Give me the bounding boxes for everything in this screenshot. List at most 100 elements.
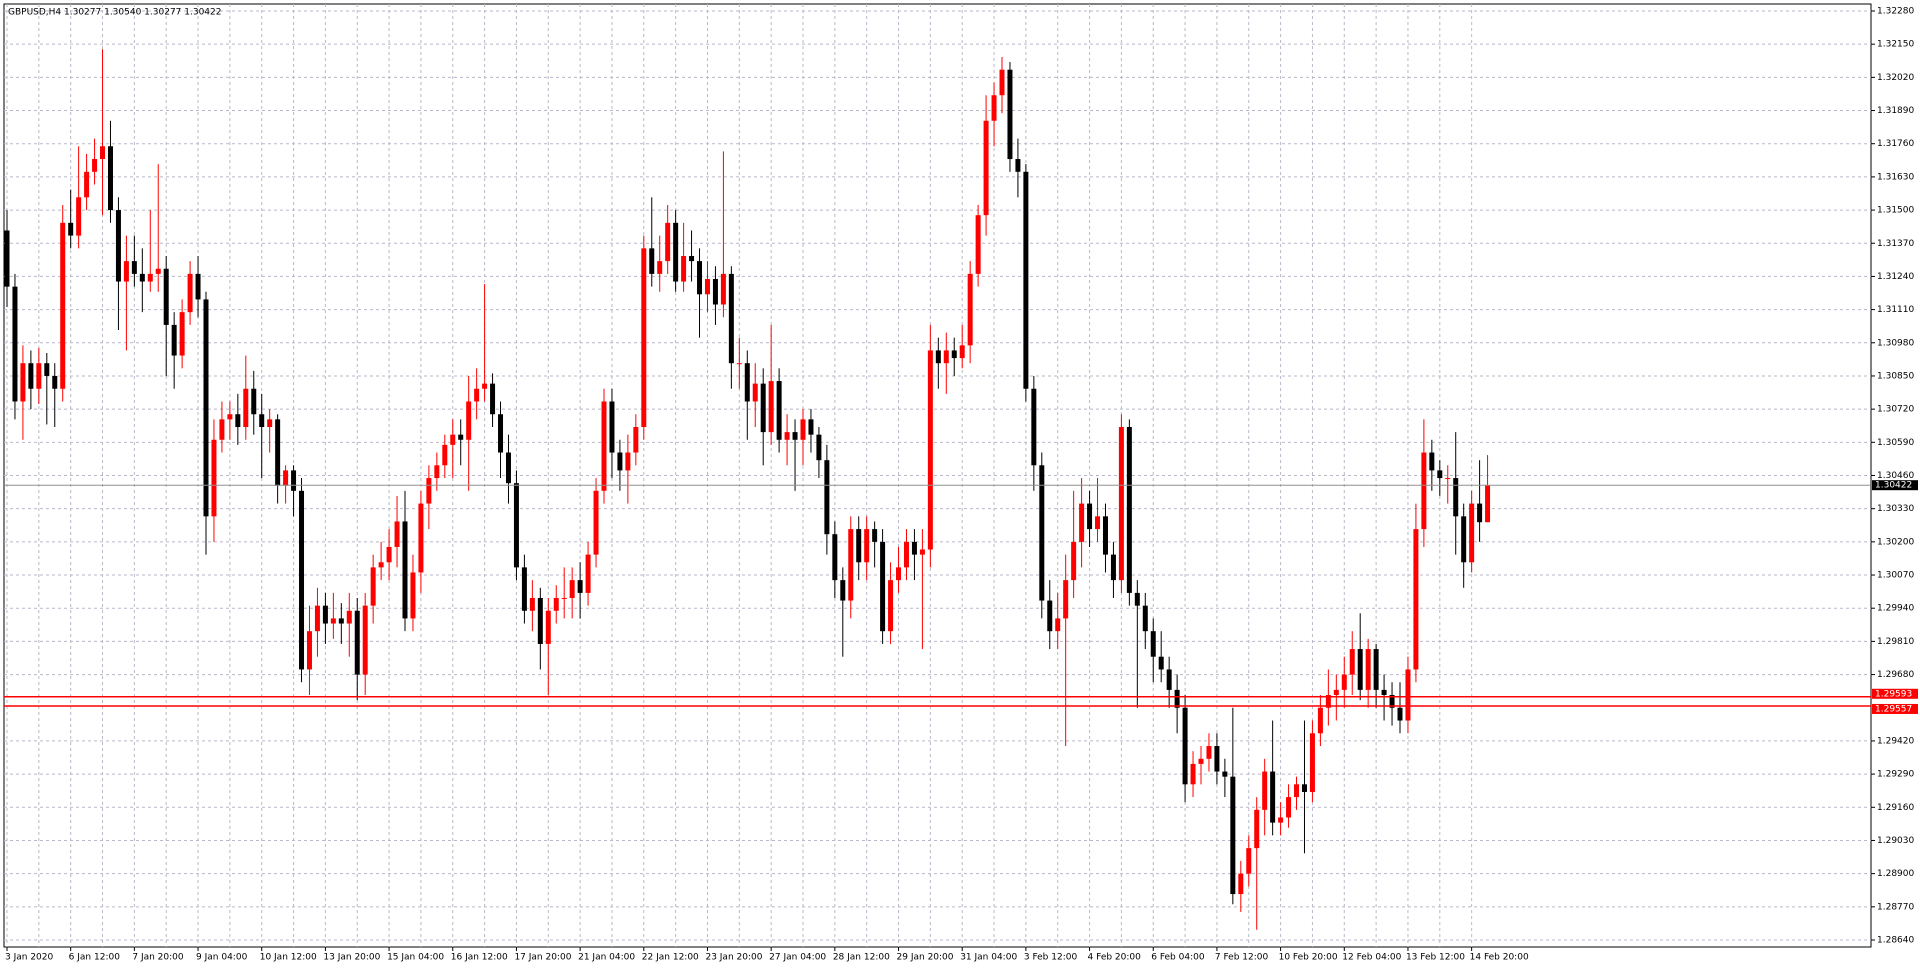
candle-body xyxy=(513,483,519,568)
candle-body xyxy=(171,324,177,356)
y-tick-label: 1.31500 xyxy=(1877,206,1914,216)
candle-body xyxy=(4,230,10,287)
candle-body xyxy=(203,299,209,517)
candle-body xyxy=(943,350,949,364)
x-tick-label: 21 Jan 04:00 xyxy=(578,953,635,963)
candle-body xyxy=(967,273,973,346)
candle-body xyxy=(856,529,862,563)
y-tick-label: 1.31760 xyxy=(1877,139,1914,149)
candle-body xyxy=(1381,689,1387,695)
y-tick-label: 1.29940 xyxy=(1877,604,1914,614)
candle-body xyxy=(259,414,265,428)
candle-body xyxy=(466,401,472,440)
candle-body xyxy=(299,490,305,670)
candle-body xyxy=(442,444,448,466)
y-tick-label: 1.32150 xyxy=(1877,40,1914,50)
candle-body xyxy=(330,618,336,624)
y-tick-label: 1.29420 xyxy=(1877,736,1914,746)
y-tick-label: 1.29810 xyxy=(1877,637,1914,647)
candle-body xyxy=(1270,771,1276,823)
candle-body xyxy=(1015,159,1021,172)
candle-body xyxy=(1190,763,1196,785)
x-tick-label: 27 Jan 04:00 xyxy=(769,953,826,963)
candle-body xyxy=(1039,465,1045,601)
candle-body xyxy=(1437,470,1443,479)
candle-body xyxy=(60,222,66,389)
candle-body xyxy=(808,419,814,435)
candle-body xyxy=(267,419,273,428)
candle-body xyxy=(927,350,933,550)
y-tick-label: 1.30200 xyxy=(1877,537,1914,547)
y-tick-label: 1.30720 xyxy=(1877,405,1914,415)
candle-body xyxy=(219,419,225,440)
candle-body xyxy=(163,268,169,325)
candle-body xyxy=(1333,689,1339,695)
candle-body xyxy=(665,222,671,262)
candle-body xyxy=(601,401,607,491)
candle-body xyxy=(179,312,185,356)
candle-body xyxy=(864,529,870,563)
candle-body xyxy=(474,388,480,402)
candle-body xyxy=(832,534,838,581)
y-tick-label: 1.31630 xyxy=(1877,172,1914,182)
candle-body xyxy=(1023,171,1029,389)
candle-body xyxy=(649,248,655,274)
y-tick-label: 1.31890 xyxy=(1877,106,1914,116)
y-tick-label: 1.29680 xyxy=(1877,670,1914,680)
candle-body xyxy=(1413,529,1419,670)
candle-body xyxy=(673,222,679,282)
candle-body xyxy=(1182,707,1188,785)
y-tick-label: 1.30070 xyxy=(1877,571,1914,581)
candle-body xyxy=(848,529,854,601)
candle-body xyxy=(378,562,384,568)
candle-body xyxy=(306,631,312,670)
candle-body xyxy=(657,261,663,274)
candle-body xyxy=(362,605,368,675)
candle-body xyxy=(12,286,18,402)
candle-body xyxy=(975,215,981,274)
x-tick-label: 7 Feb 12:00 xyxy=(1215,953,1269,963)
candle-body xyxy=(816,434,822,461)
candle-body xyxy=(275,419,281,486)
candle-body xyxy=(354,610,360,675)
candle-body xyxy=(529,598,535,611)
candle-body xyxy=(131,261,137,274)
chart-title: GBPUSD,H4 1.30277 1.30540 1.30277 1.3042… xyxy=(8,8,221,18)
candle-body xyxy=(784,432,790,440)
candle-body xyxy=(903,541,909,568)
x-tick-label: 28 Jan 12:00 xyxy=(833,953,890,963)
candle-body xyxy=(561,598,567,600)
x-tick-label: 4 Feb 20:00 xyxy=(1088,953,1142,963)
candle-body xyxy=(1389,694,1395,708)
candle-body xyxy=(896,567,902,581)
candle-body xyxy=(840,580,846,601)
candle-body xyxy=(1158,656,1164,670)
candle-body xyxy=(991,95,997,121)
level-label-box xyxy=(1872,688,1918,699)
candle-body xyxy=(283,470,289,486)
candle-body xyxy=(1397,707,1403,721)
candle-body xyxy=(251,388,257,415)
y-tick-label: 1.29290 xyxy=(1877,770,1914,780)
candle-body xyxy=(155,268,161,274)
candle-body xyxy=(681,256,687,282)
candle-body xyxy=(76,197,82,236)
candle-body xyxy=(434,465,440,479)
candle-body xyxy=(394,521,400,547)
candle-body xyxy=(147,273,153,282)
candle-body xyxy=(1047,600,1053,632)
candle-body xyxy=(410,572,416,619)
candle-body xyxy=(1469,503,1475,563)
candle-body xyxy=(1421,452,1427,530)
candle-body xyxy=(187,273,193,313)
candle-body xyxy=(720,273,726,305)
candle-body xyxy=(585,554,591,593)
candle-body xyxy=(1198,758,1204,764)
candle-body xyxy=(689,256,695,262)
candle-body xyxy=(426,478,432,504)
candle-body xyxy=(1118,427,1124,581)
candle-body xyxy=(418,503,424,573)
x-tick-label: 3 Jan 2020 xyxy=(5,953,53,963)
x-tick-label: 3 Feb 12:00 xyxy=(1024,953,1078,963)
